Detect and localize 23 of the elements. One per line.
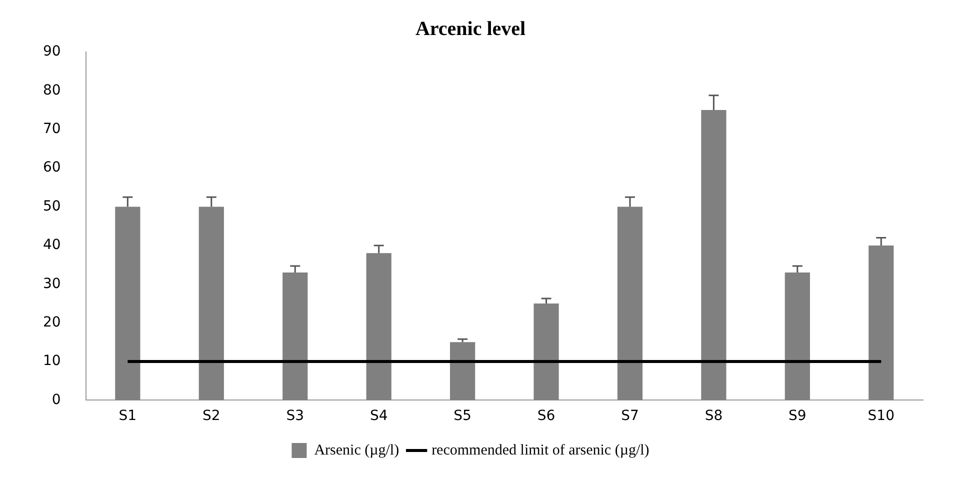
y-tick-label: 30 xyxy=(42,276,61,292)
x-tick-label: S5 xyxy=(454,408,472,424)
x-tick-label: S4 xyxy=(370,408,388,424)
y-tick-label: 60 xyxy=(42,160,61,176)
y-tick-label: 10 xyxy=(42,353,61,370)
x-tick-label: S6 xyxy=(537,408,556,424)
x-tick-label: S10 xyxy=(868,408,894,424)
x-tick-label: S2 xyxy=(202,408,220,424)
x-tick-label: S8 xyxy=(704,408,723,424)
y-tick-label: 0 xyxy=(52,392,61,408)
legend-label: recommended limit of arsenic (µg/l) xyxy=(432,442,650,458)
chart-title: Arcenic level xyxy=(415,18,526,40)
x-tick-label: S3 xyxy=(286,408,304,424)
legend-label: Arsenic (µg/l) xyxy=(314,442,400,458)
y-tick-label: 90 xyxy=(42,44,61,60)
y-tick-label: 50 xyxy=(42,198,61,214)
y-tick-label: 40 xyxy=(42,237,61,254)
y-tick-label: 70 xyxy=(42,121,61,138)
x-tick-label: S1 xyxy=(118,408,137,424)
y-tick-label: 80 xyxy=(42,82,61,98)
x-tick-label: S7 xyxy=(621,408,639,424)
y-tick-label: 20 xyxy=(42,314,61,330)
x-tick-label: S9 xyxy=(788,408,806,424)
